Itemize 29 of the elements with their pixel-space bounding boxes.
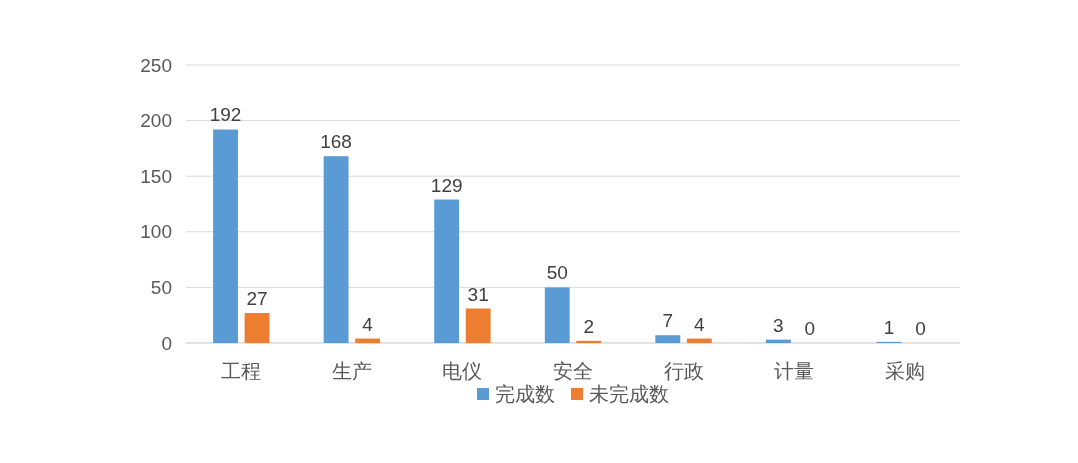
data-label: 0 — [915, 318, 926, 339]
data-label: 168 — [320, 131, 352, 153]
y-tick-label: 150 — [140, 165, 172, 187]
x-tick-label: 安全 — [553, 360, 593, 382]
data-label: 27 — [246, 288, 268, 309]
data-label: 4 — [694, 313, 705, 335]
data-label: 50 — [546, 262, 568, 284]
data-label: 3 — [773, 314, 784, 336]
y-tick-label: 200 — [140, 110, 172, 132]
data-label: 1 — [883, 316, 895, 338]
y-tick-label: 50 — [150, 276, 172, 298]
x-tick-label: 电仪 — [442, 360, 483, 382]
x-tick-label: 采购 — [884, 360, 925, 382]
x-tick-label: 生产 — [331, 360, 372, 382]
data-label: 192 — [209, 104, 242, 126]
data-label: 31 — [467, 283, 489, 305]
legend-label: 未完成数 — [589, 383, 669, 405]
x-tick-label: 计量 — [774, 360, 815, 382]
data-label: 0 — [804, 318, 816, 339]
data-label: 2 — [583, 315, 595, 337]
y-tick-label: 100 — [140, 221, 172, 243]
y-tick-label: 250 — [140, 54, 172, 76]
x-tick-label: 行政 — [663, 360, 704, 382]
data-label: 4 — [362, 313, 373, 335]
data-label: 129 — [430, 174, 463, 196]
x-tick-label: 工程 — [221, 360, 262, 382]
data-label: 7 — [662, 310, 674, 332]
y-tick-label: 0 — [161, 332, 172, 354]
legend-label: 完成数 — [495, 383, 555, 405]
